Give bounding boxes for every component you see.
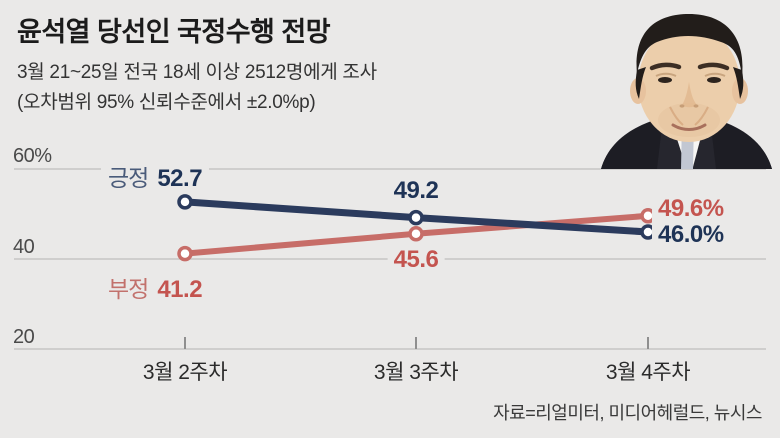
x-label-week2: 3월 2주차 (142, 361, 228, 384)
axis-ticks (184, 337, 649, 349)
negative-value-week2: 41.2 (157, 276, 203, 303)
positive-series-label: 긍정 52.7 (101, 159, 210, 193)
positive-value-week3: 49.2 (387, 177, 445, 205)
x-label-week3: 3월 3주차 (373, 361, 459, 384)
source-credit: 자료=리얼미터, 미디어헤럴드, 뉴시스 (493, 403, 762, 423)
chart-title: 윤석열 당선인 국정수행 전망 (17, 17, 331, 47)
positive-series-name: 긍정 (108, 165, 149, 191)
positive-value-week4: 46.0% (652, 221, 730, 249)
negative-series-label: 부정 41.2 (101, 270, 210, 304)
yoon-suk-yeol-portrait (601, 14, 772, 169)
negative-value-week4: 49.6% (652, 195, 730, 223)
chart-subtitle-survey: 3월 21~25일 전국 18세 이상 2512명에게 조사 (17, 62, 377, 83)
chart-subtitle-margin: (오차범위 95% 신뢰수준에서 ±2.0%p) (17, 92, 316, 113)
y-tick-60: 60% (13, 145, 52, 167)
negative-value-week3: 45.6 (387, 246, 445, 274)
negative-series-name: 부정 (108, 276, 149, 302)
positive-value-week2: 52.7 (157, 165, 203, 192)
y-tick-40: 40 (13, 236, 35, 258)
y-tick-20: 20 (13, 326, 35, 348)
x-label-week4: 3월 4주차 (605, 361, 691, 384)
